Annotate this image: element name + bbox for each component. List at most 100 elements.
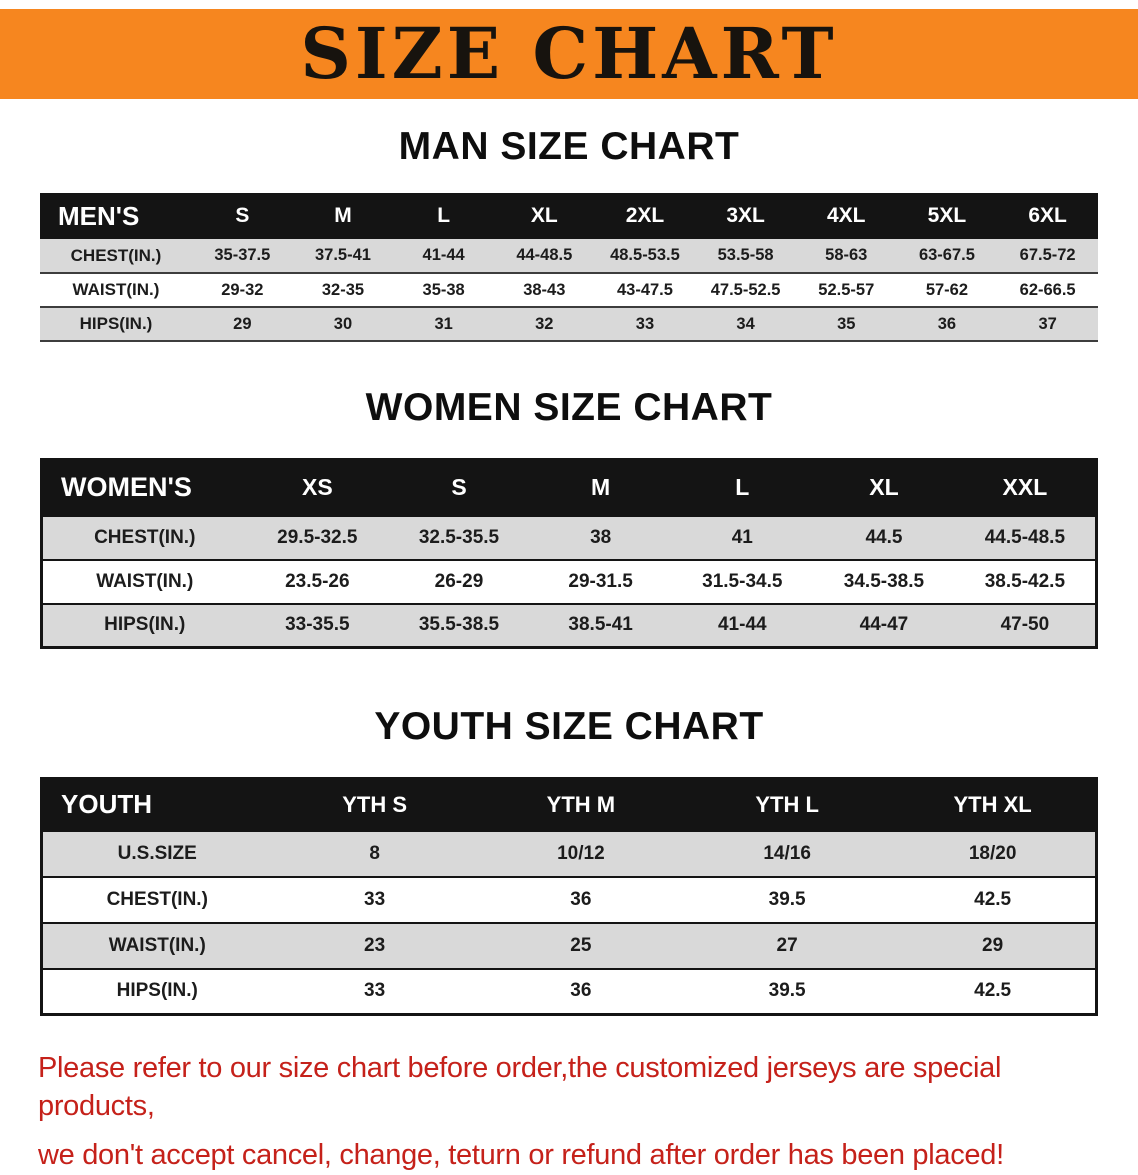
youth-size-table: YOUTH YTH S YTH M YTH L YTH XL U.S.SIZE 8 10/12… (40, 777, 1098, 1016)
size-value-cell: 57-62 (925, 280, 969, 299)
men-section-heading: MAN SIZE CHART (398, 125, 740, 168)
size-value-cell: 29-31.5 (568, 570, 633, 592)
women-section-heading: WOMEN SIZE CHART (365, 386, 773, 429)
size-value-cell: 29.5-32.5 (277, 526, 358, 548)
size-value-cell: 38 (590, 526, 612, 548)
table-corner-label: MEN'S (58, 200, 140, 231)
size-value-cell: 33 (364, 888, 386, 910)
size-column-header: 3XL (726, 204, 765, 227)
size-value-cell: 29-32 (221, 280, 264, 299)
measurement-row-label: HIPS(IN.) (116, 980, 198, 1002)
size-value-cell: 41-44 (422, 246, 465, 264)
size-column-header: XXL (1002, 474, 1048, 501)
size-value-cell: 29 (233, 314, 252, 333)
size-value-cell: 44.5-48.5 (984, 526, 1066, 548)
measurement-row-label: CHEST(IN.) (106, 888, 208, 910)
size-value-cell: 14/16 (763, 842, 811, 864)
table-corner-label: YOUTH (61, 789, 152, 820)
table-row: WAIST(IN.) 23 25 27 29 (41, 922, 1097, 969)
size-value-cell: 42.5 (974, 888, 1012, 910)
table-row: HIPS(IN.) 29 30 31 32 33 34 35 36 37 (40, 307, 1098, 341)
table-header-row: YOUTH YTH S YTH M YTH L YTH XL (41, 778, 1097, 831)
size-value-cell: 36 (570, 888, 592, 910)
women-size-section: WOMEN SIZE CHART WOMEN'S XS S M L XL XXL CHEST(… (0, 386, 1138, 649)
women-size-table: WOMEN'S XS S M L XL XXL CHEST(IN.) 29.5-32.5 32.5… (40, 458, 1098, 649)
measurement-row-label: HIPS(IN.) (104, 614, 186, 636)
size-value-cell: 27 (776, 934, 798, 956)
size-value-cell: 18/20 (968, 842, 1017, 864)
size-column-header: XS (301, 474, 333, 501)
size-value-cell: 8 (369, 842, 380, 864)
size-value-cell: 42.5 (974, 980, 1012, 1002)
size-value-cell: 10/12 (557, 842, 605, 864)
page-title: SIZE CHART (300, 12, 838, 95)
table-row: U.S.SIZE 8 10/12 14/16 18/20 (41, 830, 1097, 877)
size-value-cell: 43-47.5 (616, 280, 673, 299)
policy-note-line-1: Please refer to our size chart before or… (38, 1052, 1002, 1122)
size-value-cell: 32-35 (321, 280, 365, 299)
measurement-row-label: HIPS(IN.) (79, 314, 153, 333)
size-column-header: YTH L (755, 791, 819, 817)
size-column-header: XL (530, 204, 558, 227)
table-row: WAIST(IN.) 23.5-26 26-29 29-31.5 31.5-34.5 34… (41, 559, 1097, 604)
size-value-cell: 35-37.5 (214, 246, 271, 264)
size-value-cell: 38-43 (523, 280, 566, 299)
size-value-cell: 26-29 (434, 570, 484, 592)
size-value-cell: 44-47 (859, 614, 909, 636)
size-value-cell: 58-63 (825, 246, 868, 264)
size-column-header: M (334, 204, 352, 227)
youth-size-section: YOUTH SIZE CHART YOUTH YTH S YTH M YTH L YTH… (0, 705, 1138, 1016)
youth-section-heading: YOUTH SIZE CHART (374, 705, 764, 748)
measurement-row-label: WAIST(IN.) (108, 934, 206, 956)
size-value-cell: 47-50 (1000, 614, 1050, 636)
size-value-cell: 31.5-34.5 (702, 570, 783, 592)
measurement-row-label: U.S.SIZE (117, 842, 197, 864)
size-value-cell: 52.5-57 (818, 280, 875, 299)
size-value-cell: 67.5-72 (1019, 246, 1076, 264)
men-size-section: MAN SIZE CHART MEN'S S M L XL 2XL 3XL 4XL 5XL 6XL… (0, 125, 1138, 342)
policy-note-line-2: we don't accept cancel, change, teturn o… (38, 1139, 1004, 1172)
size-value-cell: 34.5-38.5 (843, 570, 925, 592)
table-header-row: MEN'S S M L XL 2XL 3XL 4XL 5XL 6XL (40, 193, 1098, 239)
size-value-cell: 38.5-42.5 (984, 570, 1066, 592)
size-value-cell: 53.5-58 (717, 246, 774, 264)
size-value-cell: 41-44 (717, 614, 767, 636)
table-row: HIPS(IN.) 33 36 39.5 42.5 (41, 968, 1097, 1015)
size-column-header: S (451, 474, 467, 501)
size-value-cell: 35.5-38.5 (418, 614, 500, 636)
size-value-cell: 33 (635, 314, 655, 333)
size-column-header: M (591, 474, 611, 501)
size-value-cell: 41 (731, 526, 753, 548)
size-column-header: S (235, 204, 250, 227)
size-value-cell: 39.5 (768, 980, 806, 1002)
table-row: CHEST(IN.) 35-37.5 37.5-41 41-44 44-48.5 48.5… (40, 239, 1098, 273)
size-column-header: 2XL (625, 204, 665, 227)
size-column-header: YTH XL (953, 791, 1032, 817)
size-value-cell: 31 (434, 314, 453, 333)
size-value-cell: 35 (837, 314, 856, 333)
size-value-cell: 33-35.5 (285, 614, 350, 636)
size-value-cell: 47.5-52.5 (710, 280, 781, 299)
size-value-cell: 34 (736, 314, 755, 333)
size-value-cell: 35-38 (422, 280, 465, 299)
size-column-header: YTH M (546, 791, 616, 817)
size-value-cell: 62-66.5 (1019, 280, 1076, 299)
size-value-cell: 30 (333, 314, 353, 333)
order-policy-note: Please refer to our size chart before or… (38, 1050, 1108, 1175)
size-value-cell: 25 (570, 934, 592, 956)
men-size-table: MEN'S S M L XL 2XL 3XL 4XL 5XL 6XL CHEST(IN.) 35-37… (40, 193, 1098, 342)
table-row: WAIST(IN.) 29-32 32-35 35-38 38-43 43-47.5 47.… (40, 273, 1098, 307)
table-row: HIPS(IN.) 33-35.5 35.5-38.5 38.5-41 41-44 44-… (41, 603, 1097, 648)
banner: SIZE CHART (0, 9, 1138, 99)
table-row: CHEST(IN.) 33 36 39.5 42.5 (41, 876, 1097, 923)
size-value-cell: 48.5-53.5 (610, 246, 680, 264)
size-value-cell: 32 (535, 314, 554, 333)
table-row: CHEST(IN.) 29.5-32.5 32.5-35.5 38 41 44.5 44.5… (41, 515, 1097, 560)
size-value-cell: 23.5-26 (285, 570, 350, 592)
size-column-header: 6XL (1028, 204, 1067, 227)
table-header-row: WOMEN'S XS S M L XL XXL (41, 459, 1097, 516)
size-value-cell: 32.5-35.5 (418, 526, 500, 548)
size-column-header: 5XL (927, 204, 967, 227)
size-value-cell: 44.5 (865, 526, 903, 548)
table-corner-label: WOMEN'S (61, 472, 192, 503)
